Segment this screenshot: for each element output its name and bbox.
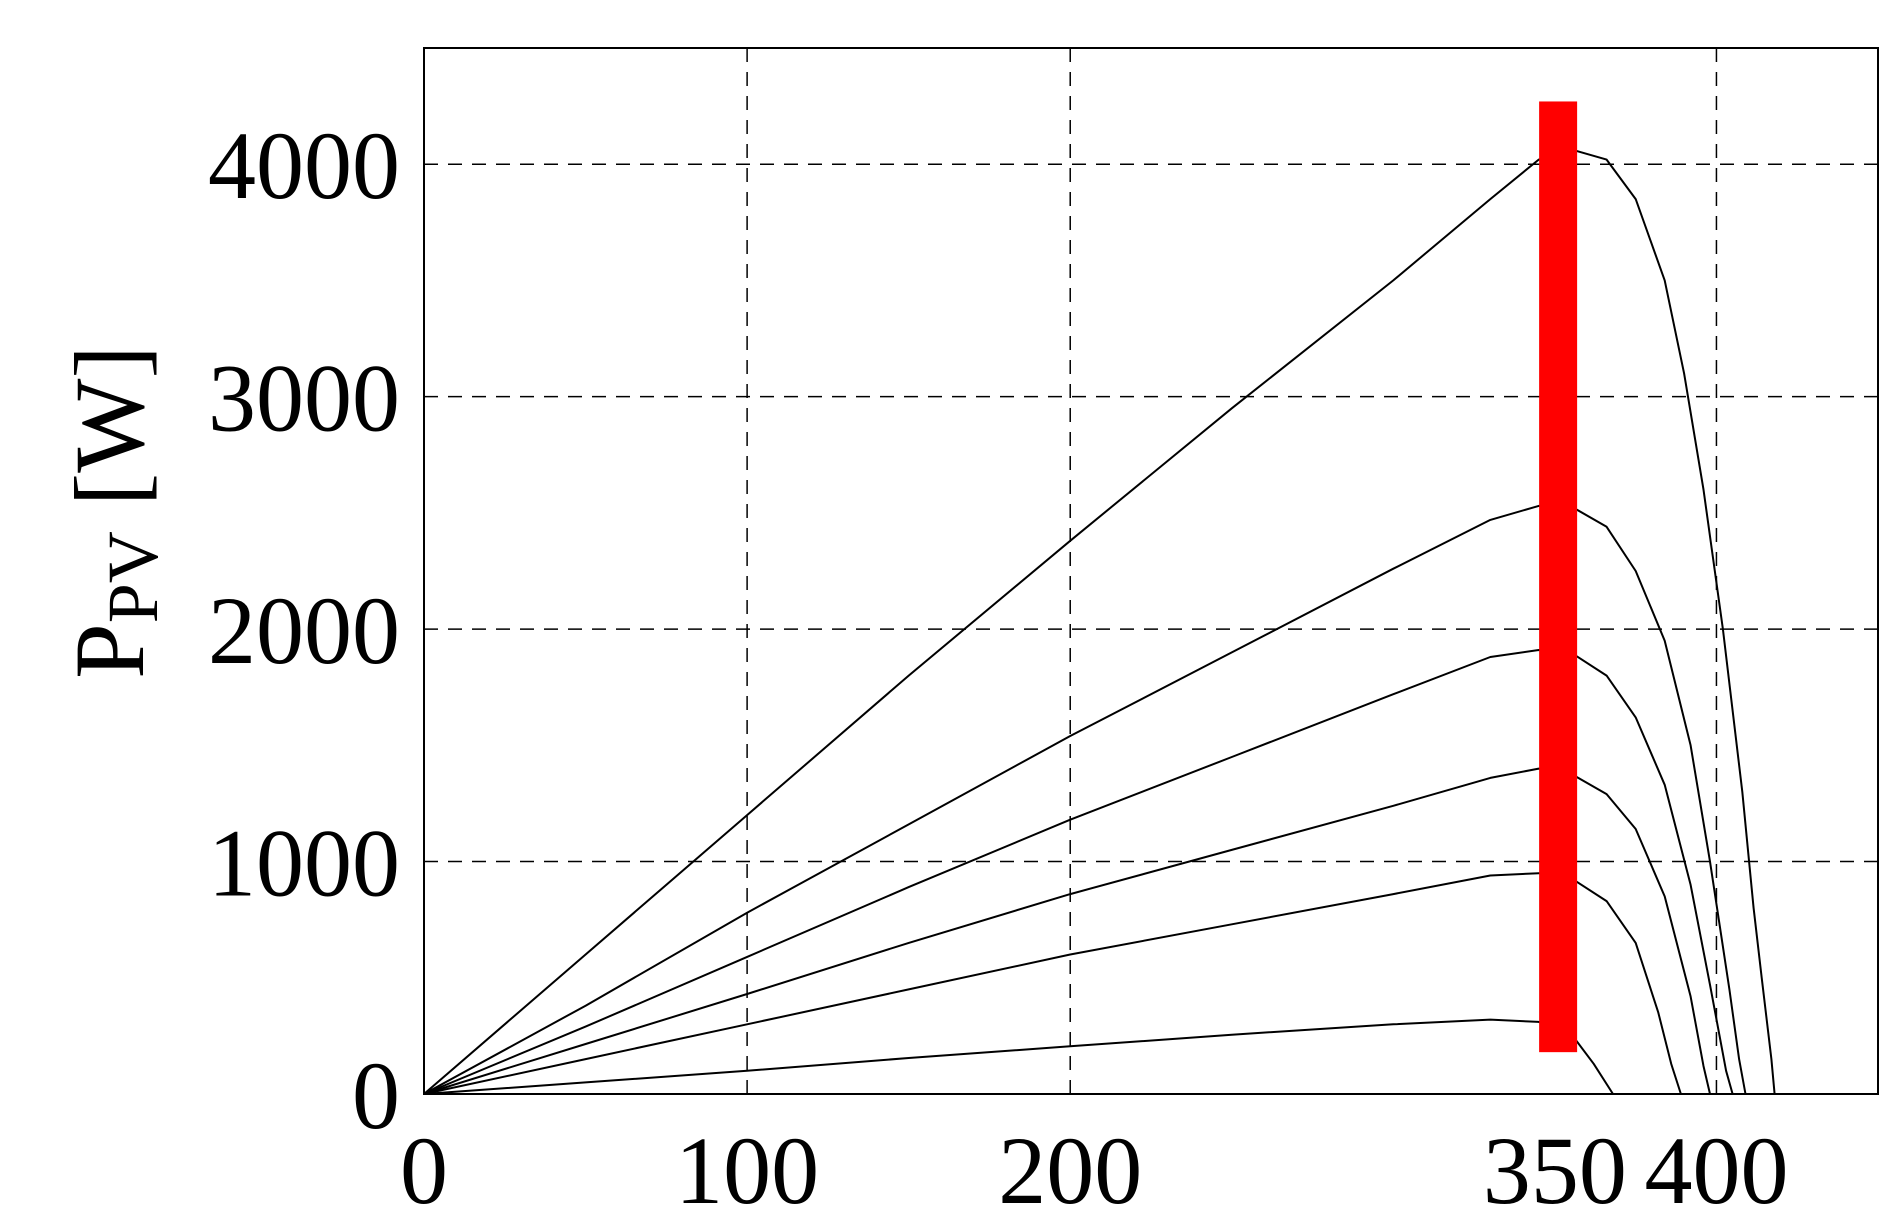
y-tick-label-4000: 4000 <box>208 112 400 219</box>
series-line-5 <box>423 872 1682 1095</box>
series-line-3 <box>423 649 1734 1095</box>
y-axis-title: PPV [W] <box>54 345 173 679</box>
x-tick-label-400: 400 <box>1644 1117 1788 1224</box>
x-tick-label-350: 350 <box>1483 1117 1627 1224</box>
x-tick-label-100: 100 <box>675 1117 819 1224</box>
x-tick-label-0: 0 <box>400 1117 448 1224</box>
x-tick-label-200: 200 <box>998 1117 1142 1224</box>
highlight-layer <box>1539 101 1578 1053</box>
highlight-bar <box>1539 101 1578 1053</box>
y-tick-label-3000: 3000 <box>208 345 400 452</box>
y-tick-label-0: 0 <box>352 1042 400 1149</box>
series-line-4 <box>423 767 1711 1095</box>
series-line-1 <box>423 149 1776 1095</box>
y-axis-title-subscript: PV <box>93 531 173 623</box>
y-tick-labels: 0 1000 2000 3000 4000 <box>208 112 400 1149</box>
y-axis-title-main: P <box>54 623 165 679</box>
y-tick-label-2000: 2000 <box>208 577 400 684</box>
y-axis-title-unit: [W] <box>54 345 165 531</box>
y-tick-label-1000: 1000 <box>208 810 400 917</box>
plot-frame <box>423 47 1879 1095</box>
grid-lines <box>424 48 1878 1094</box>
x-tick-labels: 0 100 200 350 400 <box>400 1117 1788 1224</box>
